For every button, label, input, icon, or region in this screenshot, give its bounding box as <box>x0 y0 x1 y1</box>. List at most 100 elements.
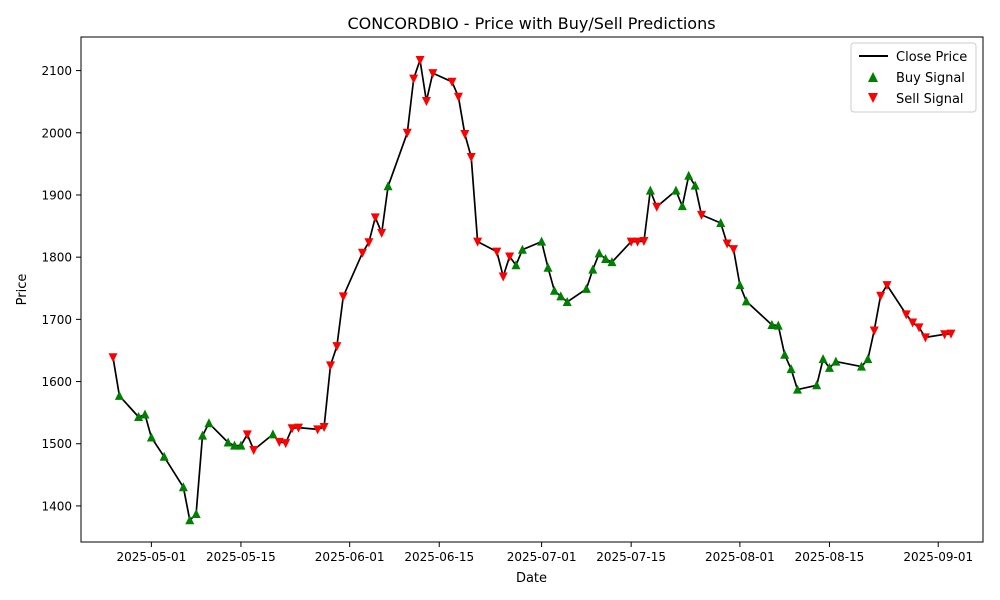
buy-signal-marker <box>792 384 802 394</box>
sell-signal-marker <box>453 92 463 102</box>
y-axis: 1400 1500 1600 1700 1800 1900 2000 2100 <box>41 64 81 513</box>
sell-signal-marker <box>901 310 911 320</box>
x-tick-label: 2025-06-01 <box>315 550 385 564</box>
buy-signal-marker <box>671 185 681 195</box>
y-tick-label: 1800 <box>41 251 72 265</box>
legend-sell-marker-icon <box>868 93 878 103</box>
y-tick-label: 1600 <box>41 375 72 389</box>
sell-signal-marker <box>920 333 930 343</box>
buy-signal-marker <box>677 201 687 211</box>
legend-box <box>850 42 977 113</box>
buy-signal-marker <box>735 280 745 290</box>
buy-signal-marker <box>198 430 208 440</box>
sell-signal-marker <box>319 422 329 432</box>
buy-signal-marker <box>185 515 195 525</box>
sell-signal-marker <box>447 77 457 87</box>
buy-signal-marker <box>517 244 527 254</box>
buy-signal-marker <box>268 429 278 439</box>
x-tick-label: 2025-08-01 <box>705 550 775 564</box>
plot-area <box>108 56 956 525</box>
sell-signal-marker <box>249 445 259 455</box>
x-tick-label: 2025-08-15 <box>795 550 865 564</box>
sell-signal-marker <box>946 329 956 339</box>
buy-signal-marker <box>562 296 572 306</box>
x-axis-label: Date <box>516 571 547 586</box>
sell-signal-marker <box>914 323 924 333</box>
sell-signal-marker <box>402 128 412 138</box>
buy-signal-marker <box>191 509 201 519</box>
buy-signal-marker <box>204 418 214 428</box>
plot-frame <box>80 36 984 543</box>
y-axis-label: Price <box>15 274 30 306</box>
buy-signal-marker <box>863 354 873 364</box>
buy-signal-marker <box>690 180 700 190</box>
buy-signal-marker <box>511 260 521 270</box>
sell-signal-marker <box>652 202 662 212</box>
buy-signal-marker <box>230 440 240 450</box>
sell-signal-marker <box>498 272 508 282</box>
sell-signal-marker <box>325 361 335 371</box>
y-tick-label: 1900 <box>41 188 72 202</box>
buy-signal-marker <box>773 320 783 330</box>
buy-signal-marker <box>741 296 751 306</box>
buy-signal-marker <box>223 437 233 447</box>
sell-signal-marker <box>869 326 879 336</box>
sell-signal-marker <box>287 424 297 434</box>
sell-signal-marker <box>633 237 643 247</box>
buy-signal-marker <box>716 217 726 227</box>
buy-signal-marker <box>140 409 150 419</box>
buy-signal-marker <box>159 451 169 461</box>
y-tick-label: 2100 <box>41 64 72 78</box>
sell-signal-marker <box>294 423 304 433</box>
sell-signal-marker <box>882 281 892 291</box>
sell-signal-marker <box>108 353 118 363</box>
sell-signal-marker <box>421 97 431 107</box>
buy-signal-marker <box>780 349 790 359</box>
legend: Close Price Buy Signal Sell Signal <box>850 42 977 113</box>
sell-signal-marker <box>415 56 425 66</box>
buy-signal-marker <box>178 482 188 492</box>
sell-signal-marker <box>281 439 291 449</box>
sell-signal-marker <box>940 330 950 340</box>
x-axis: 2025-05-01 2025-05-15 2025-06-01 2025-06-15… <box>116 542 973 564</box>
buy-signal-marker <box>146 432 156 442</box>
buy-signal-marker <box>645 185 655 195</box>
buy-signal-marker <box>114 390 124 400</box>
sell-signal-marker <box>639 236 649 246</box>
sell-signal-marker <box>492 247 502 257</box>
y-tick-label: 1500 <box>41 437 72 451</box>
legend-label-sell-signal: Sell Signal <box>896 92 964 107</box>
buy-signal-marker <box>818 354 828 364</box>
chart-title: CONCORDBIO - Price with Buy/Sell Predict… <box>347 14 715 33</box>
buy-signal-marker <box>383 181 393 191</box>
sell-signal-marker <box>338 292 348 302</box>
legend-buy-marker-icon <box>868 72 878 82</box>
x-tick-label: 2025-07-01 <box>507 550 577 564</box>
buy-signal-marker <box>588 264 598 274</box>
sell-signal-marker <box>722 239 732 249</box>
sell-signal-marker <box>466 153 476 163</box>
sell-signal-marker <box>364 238 374 248</box>
buy-signal-marker <box>607 257 617 267</box>
buy-signal-marker <box>556 291 566 301</box>
buy-signal-marker <box>134 411 144 421</box>
x-tick-label: 2025-06-15 <box>404 550 474 564</box>
buy-signal-marker <box>856 361 866 371</box>
sell-signal-marker <box>908 318 918 328</box>
sell-signal-marker <box>473 237 483 247</box>
buy-signal-marker <box>684 170 694 180</box>
buy-signal-marker <box>824 362 834 372</box>
y-tick-label: 1700 <box>41 313 72 327</box>
legend-label-close-price: Close Price <box>896 50 967 65</box>
x-tick-label: 2025-09-01 <box>903 550 973 564</box>
buy-signal-marker <box>581 283 591 293</box>
sell-signal-marker <box>313 425 323 435</box>
buy-signal-marker <box>767 319 777 329</box>
sell-signal-marker <box>274 437 284 447</box>
sell-signal-marker <box>626 237 636 247</box>
sell-signal-marker <box>332 342 342 352</box>
x-tick-label: 2025-05-01 <box>116 550 186 564</box>
sell-signal-marker <box>370 213 380 223</box>
